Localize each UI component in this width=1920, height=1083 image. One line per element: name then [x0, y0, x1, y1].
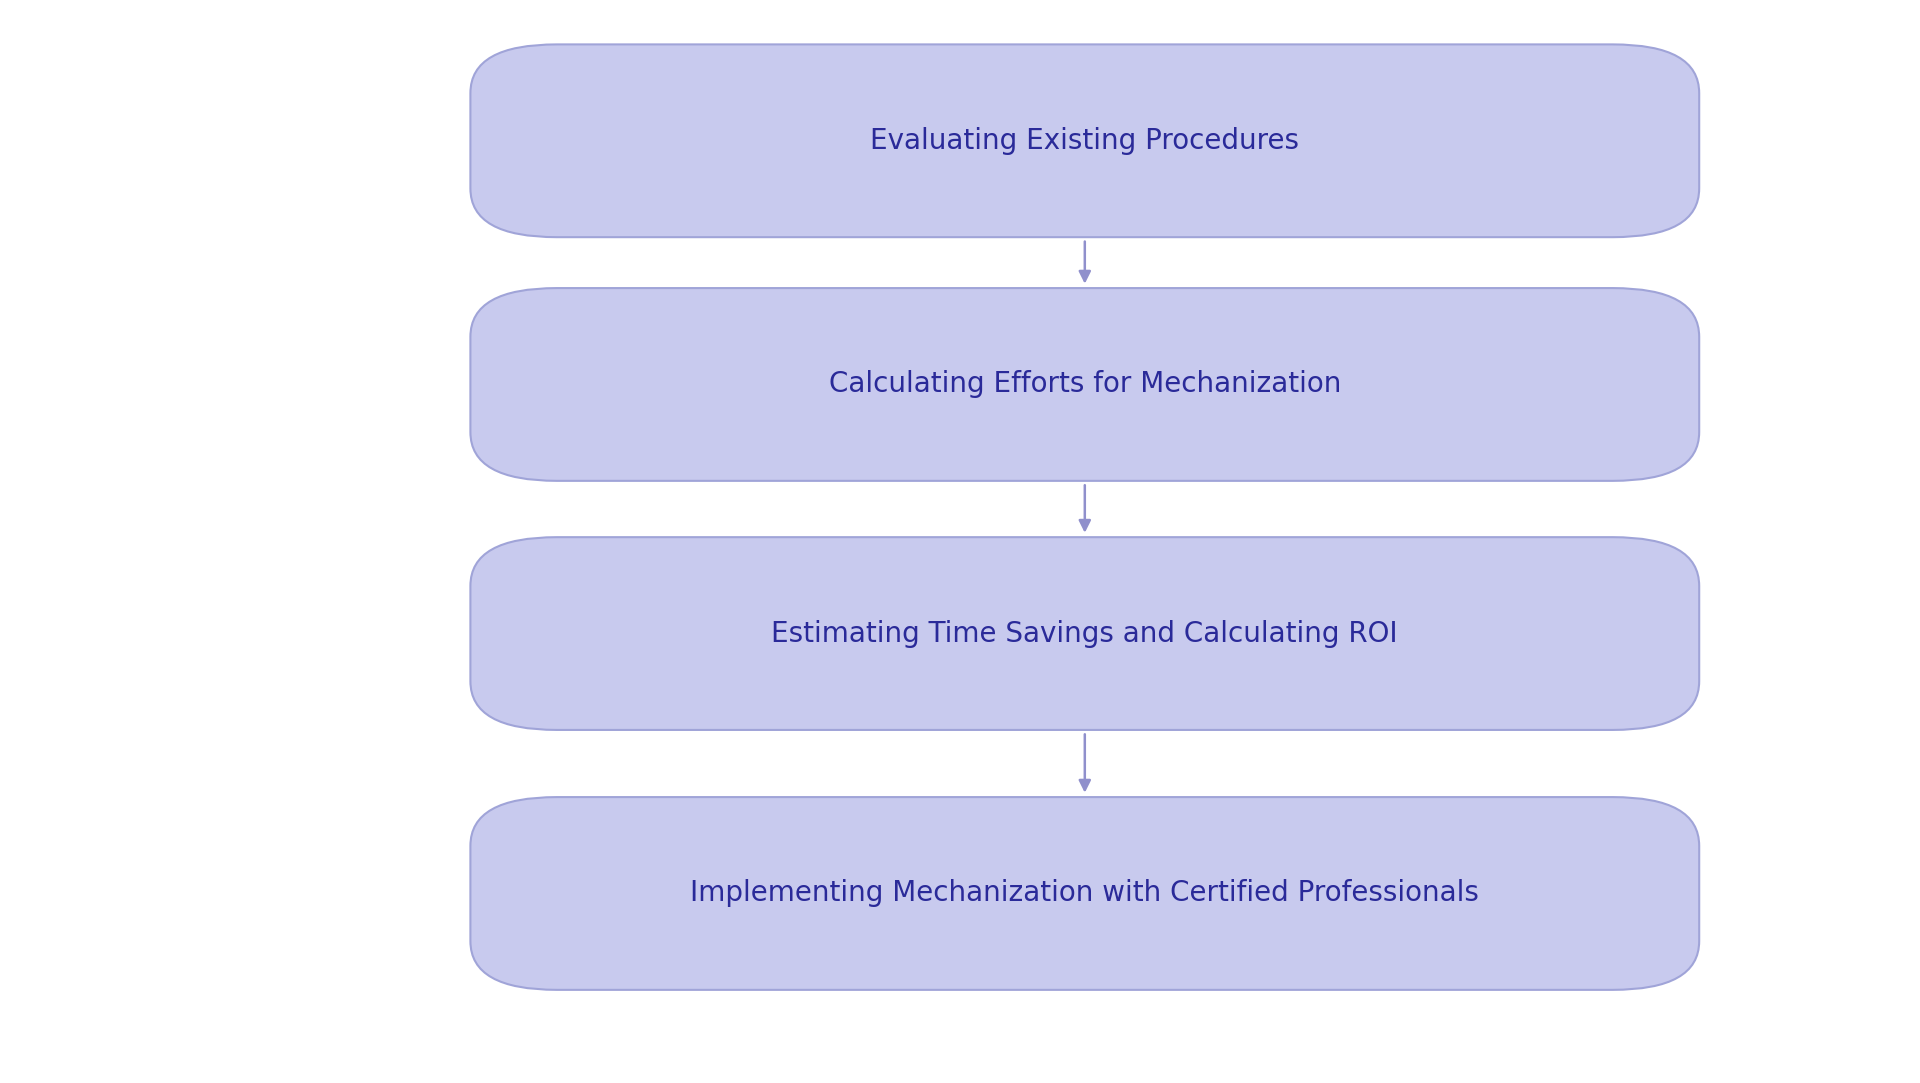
FancyBboxPatch shape	[470, 797, 1699, 990]
FancyBboxPatch shape	[470, 44, 1699, 237]
FancyBboxPatch shape	[470, 288, 1699, 481]
Text: Implementing Mechanization with Certified Professionals: Implementing Mechanization with Certifie…	[691, 879, 1478, 908]
Text: Evaluating Existing Procedures: Evaluating Existing Procedures	[870, 127, 1300, 155]
FancyBboxPatch shape	[470, 537, 1699, 730]
Text: Estimating Time Savings and Calculating ROI: Estimating Time Savings and Calculating …	[772, 619, 1398, 648]
Text: Calculating Efforts for Mechanization: Calculating Efforts for Mechanization	[829, 370, 1340, 399]
